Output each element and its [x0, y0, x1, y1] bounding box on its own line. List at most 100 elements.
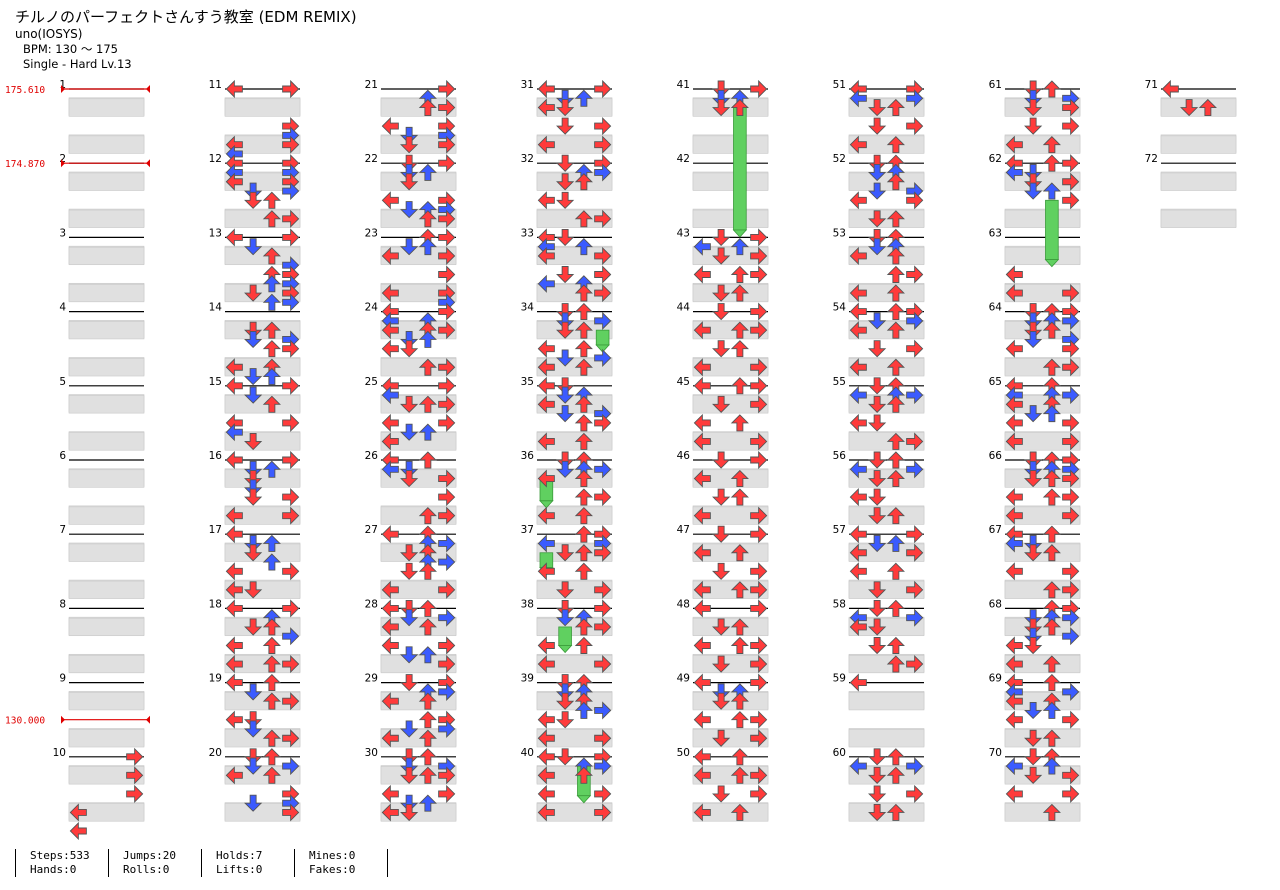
down-arrow-icon	[556, 451, 575, 469]
lane-shade	[224, 358, 301, 377]
lane-shade	[1004, 692, 1081, 711]
down-arrow-icon	[1024, 470, 1043, 488]
up-arrow-icon	[1042, 358, 1061, 376]
up-arrow-icon	[418, 238, 437, 256]
up-arrow-icon	[574, 358, 593, 376]
right-arrow-icon	[1062, 627, 1080, 646]
left-arrow-icon	[537, 469, 555, 488]
left-arrow-icon	[225, 599, 243, 618]
right-arrow-icon	[438, 98, 456, 117]
lane-shade	[848, 654, 925, 674]
left-arrow-icon	[849, 756, 867, 776]
lane-shade	[68, 469, 145, 488]
right-arrow-icon	[438, 784, 456, 803]
down-arrow-icon	[712, 488, 731, 506]
up-arrow-icon	[418, 330, 437, 348]
down-arrow-icon	[712, 303, 731, 321]
down-arrow-icon	[556, 711, 575, 729]
down-arrow-icon	[1024, 303, 1043, 321]
down-arrow-icon	[400, 544, 419, 562]
down-arrow-icon	[244, 748, 263, 766]
up-arrow-icon	[262, 618, 281, 636]
left-arrow-icon	[537, 747, 555, 766]
down-arrow-icon	[1024, 451, 1043, 469]
measure-number: 66	[989, 450, 1003, 462]
right-arrow-icon	[282, 627, 300, 646]
left-arrow-icon	[693, 636, 711, 655]
lane-shade	[380, 209, 457, 228]
left-arrow-icon	[225, 228, 243, 247]
up-arrow-icon	[886, 469, 905, 487]
down-arrow-icon	[1024, 460, 1043, 478]
up-arrow-icon	[574, 701, 593, 719]
down-arrow-icon	[1024, 544, 1043, 562]
left-arrow-icon	[381, 636, 399, 655]
down-arrow-icon	[712, 89, 731, 107]
up-arrow-icon	[418, 358, 437, 376]
lane-shade	[380, 432, 457, 451]
left-arrow-icon	[537, 729, 555, 748]
lane-shade	[380, 729, 457, 748]
lane-shade	[68, 729, 145, 748]
lane-shade	[536, 98, 613, 117]
lane-shade	[692, 617, 769, 637]
left-arrow-icon	[537, 432, 555, 451]
left-arrow-icon	[225, 423, 243, 442]
up-arrow-icon	[886, 636, 905, 654]
up-arrow-icon	[574, 469, 593, 487]
lane-shade	[848, 358, 925, 377]
up-arrow-icon	[730, 766, 749, 784]
lane-shade	[68, 283, 145, 303]
down-arrow-icon	[400, 646, 419, 664]
lane-shade	[380, 654, 457, 674]
chart-stats: Steps:533 Hands:0 Jumps:20 Rolls:0 Holds…	[15, 849, 388, 877]
measure-number: 63	[989, 227, 1002, 239]
right-arrow-icon	[906, 784, 924, 803]
left-arrow-icon	[693, 237, 711, 256]
down-arrow-icon	[712, 692, 731, 710]
measure-number: 65	[989, 376, 1002, 388]
lane-shade	[1004, 617, 1081, 637]
down-arrow-icon	[400, 340, 419, 358]
right-arrow-icon	[282, 209, 300, 228]
hold-body	[733, 107, 747, 231]
right-arrow-icon	[594, 117, 612, 136]
left-arrow-icon	[849, 385, 867, 405]
right-arrow-icon	[750, 302, 768, 321]
measure-number: 36	[521, 450, 535, 462]
up-arrow-icon	[574, 766, 593, 784]
lane-shade	[536, 395, 613, 414]
right-arrow-icon	[438, 209, 456, 228]
down-arrow-icon	[400, 748, 419, 766]
right-arrow-icon	[1062, 710, 1080, 729]
up-arrow-icon	[1042, 544, 1061, 562]
down-arrow-icon	[712, 284, 731, 302]
right-arrow-icon	[1062, 608, 1080, 627]
lane-shade	[1004, 729, 1081, 748]
left-arrow-icon	[849, 617, 867, 637]
lane-shade	[692, 283, 769, 303]
down-arrow-icon	[556, 405, 575, 423]
down-arrow-icon	[868, 451, 887, 469]
up-arrow-icon	[418, 395, 437, 413]
down-arrow-icon	[868, 340, 887, 358]
right-arrow-icon	[282, 488, 300, 507]
right-arrow-icon	[438, 246, 456, 266]
up-arrow-icon	[730, 488, 749, 506]
right-arrow-icon	[438, 534, 456, 553]
down-arrow-icon	[244, 284, 263, 302]
mines-count: Mines:0	[309, 849, 356, 862]
down-arrow-icon	[400, 173, 419, 191]
left-arrow-icon	[381, 784, 399, 803]
right-arrow-icon	[1062, 98, 1080, 117]
rolls-count: Rolls:0	[123, 863, 170, 876]
measure-number: 11	[209, 79, 222, 91]
lane-shade	[68, 692, 145, 711]
up-arrow-icon	[1042, 321, 1061, 339]
left-arrow-icon	[849, 543, 867, 562]
left-arrow-icon	[693, 747, 711, 766]
lane-shade	[536, 469, 613, 488]
up-arrow-icon	[1042, 154, 1061, 172]
up-arrow-icon	[730, 98, 749, 117]
lane-shade	[1004, 654, 1081, 674]
